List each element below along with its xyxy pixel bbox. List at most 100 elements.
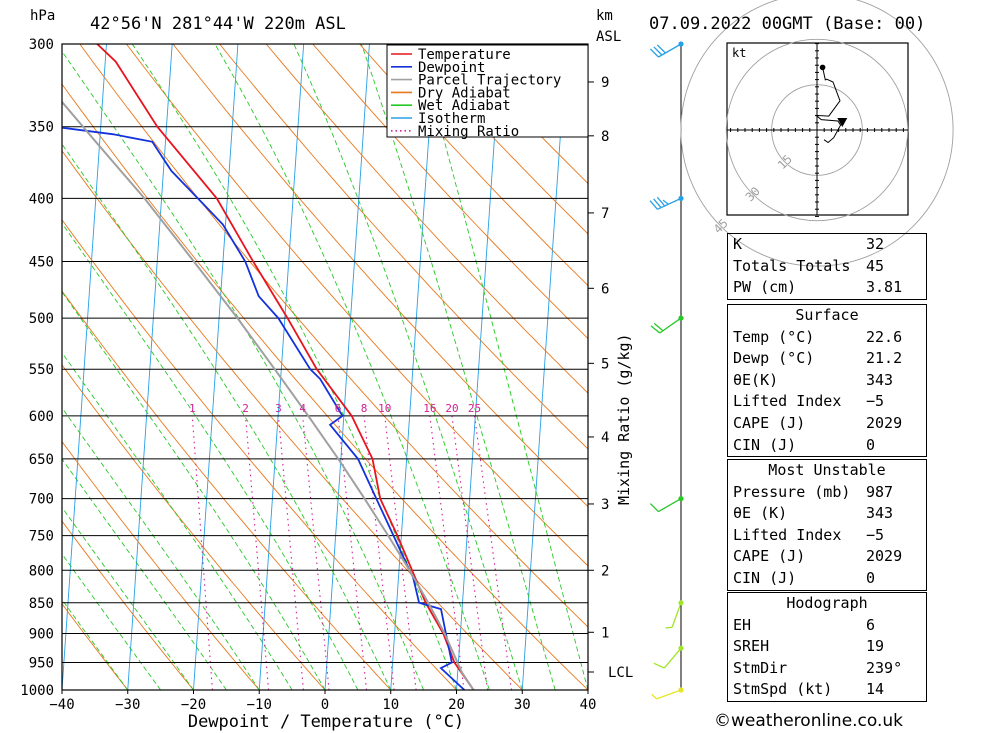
wind-barb [650,315,684,334]
wet-adiabat-line [214,44,490,690]
table-section-title: Most Unstable [768,461,886,479]
wind-barb-shaft [663,647,682,669]
isotherm-line [62,44,107,690]
wind-barb-flag [653,46,663,56]
plot-frame [61,43,589,691]
hodograph-top-point [819,64,826,71]
wind-barb [665,600,684,629]
wind-barb-flag [653,198,662,209]
km-tick-label: 8 [601,129,609,145]
wet-adiabat-line [62,458,227,690]
wind-barb-flag [649,200,658,210]
wind-barb-shaft [659,317,682,334]
pressure-tick-label: 650 [29,452,54,468]
mixing-ratio-line [337,415,368,690]
legend-entry: Dry Adiabat [418,85,511,101]
table-row-value: 32 [866,235,885,253]
wet-adiabat-line [62,553,161,690]
profile-lines [62,44,475,690]
isotherm-line [127,44,173,690]
mixing-ratio-axis-label: Mixing Ratio (g/kg) [615,333,633,505]
axes: −40 −30 −20 −10 0 10 20 30 40 9 8 7 6 5 4 3 2 1 LCL [49,75,633,713]
wet-adiabat-line [131,44,457,690]
table-row: Pressure (mb) 987 [728,482,926,504]
mixing-ratio-label: 16 [423,402,436,415]
x-tick-label: 20 [448,697,465,713]
mixing-ratio-line [244,415,270,690]
mixing-ratio-label: 2 [242,402,249,415]
table-row-label: Temp (°C) [733,327,815,346]
mixing-ratio-line [302,415,330,690]
table-row-label: θE(K) [733,370,779,389]
table-row: Lifted Index −5 [728,525,926,547]
table-row: SREH 19 [728,636,926,658]
wet-adiabat-line [62,50,425,690]
pressure-tick-label: 800 [29,563,54,579]
legend-entry: Isotherm [418,111,485,127]
table-row-value: 6 [866,615,876,634]
hodograph-table: Hodograph EH 6 SREH 19 StmDir 239° StmSpd (kt) 1… [727,592,927,702]
km-tick-label: 9 [601,75,609,91]
legend-box [386,44,589,138]
asl-label: ASL [596,29,621,45]
table-row-value: 0 [866,435,876,454]
wind-barb-flag [650,325,661,334]
dry-adiabat-line [62,603,129,690]
temperature-line [96,44,475,690]
table-row: Temp (°C) 22.6 [728,327,926,349]
table-row: StmDir 239° [728,658,926,680]
table-row-value: 343 [866,504,894,523]
parcel-trajectory-line [62,100,475,690]
table-row-value: 343 [866,370,894,389]
km-tick-label: 4 [601,430,609,446]
wind-barb-shaft [658,498,682,513]
dry-adiabat-line [405,44,588,235]
table-row-value: 2029 [866,413,903,432]
mixing-ratio-label: 8 [361,402,368,415]
table-row: CAPE (J) 2029 [728,413,926,435]
wind-barb-shaft [656,689,682,700]
table-row-value: 22.6 [866,327,903,346]
most-unstable-table: Most Unstable Pressure (mb) 987 θE (K) 343 Li… [727,459,927,591]
km-tick-label: 6 [601,281,609,297]
x-tick-label: 0 [321,697,329,713]
dewpoint-line [62,126,466,690]
wind-barb [651,687,684,700]
dry-adiabat-line [265,44,588,394]
table-row: CAPE (J) 2029 [728,546,926,568]
table-row: Dewp (°C) 21.2 [728,348,926,370]
datetime-label: 07.09.2022 00GMT (Base: 00) [649,14,925,34]
table-row-label: CIN (J) [733,435,797,454]
pressure-tick-label: 1000 [20,683,54,699]
table-row: EH 6 [728,615,926,637]
table-row-value: 3.81 [866,278,903,297]
hodograph-unit-label: kt [732,46,746,60]
wind-barb-shaft [657,197,682,210]
surface-table: Surface Temp (°C) 22.6 Dewp (°C) 21.2 θE(K) 34… [727,304,927,458]
pressure-tick-label: 900 [29,626,54,642]
wind-barb-shaft [671,602,682,628]
mixing-ratio-line [277,415,304,690]
km-tick-label: 7 [601,206,609,222]
wind-barb-flag [665,626,673,629]
mixing-ratio-label: 6 [335,402,342,415]
wind-barb-flag [651,693,658,700]
x-axis-label: Dewpoint / Temperature (°C) [188,712,464,732]
table-row-value: 2029 [866,547,903,566]
pressure-tick-label: 400 [29,191,54,207]
km-tick-label: 5 [601,356,609,372]
x-tick-label: 30 [514,697,531,713]
table-row-label: Lifted Index [733,525,842,544]
wind-barb-flag [653,662,665,669]
pressure-tick-label: 950 [29,655,54,671]
table-section-title: Surface [795,306,859,324]
wind-barb-shaft [658,43,682,58]
legend-entry: Mixing Ratio [418,124,519,140]
table-row: PW (cm) 3.81 [728,277,926,299]
table-row-label: K [733,235,743,253]
km-tick-label: 3 [601,497,609,513]
hodograph-ring [680,0,954,267]
